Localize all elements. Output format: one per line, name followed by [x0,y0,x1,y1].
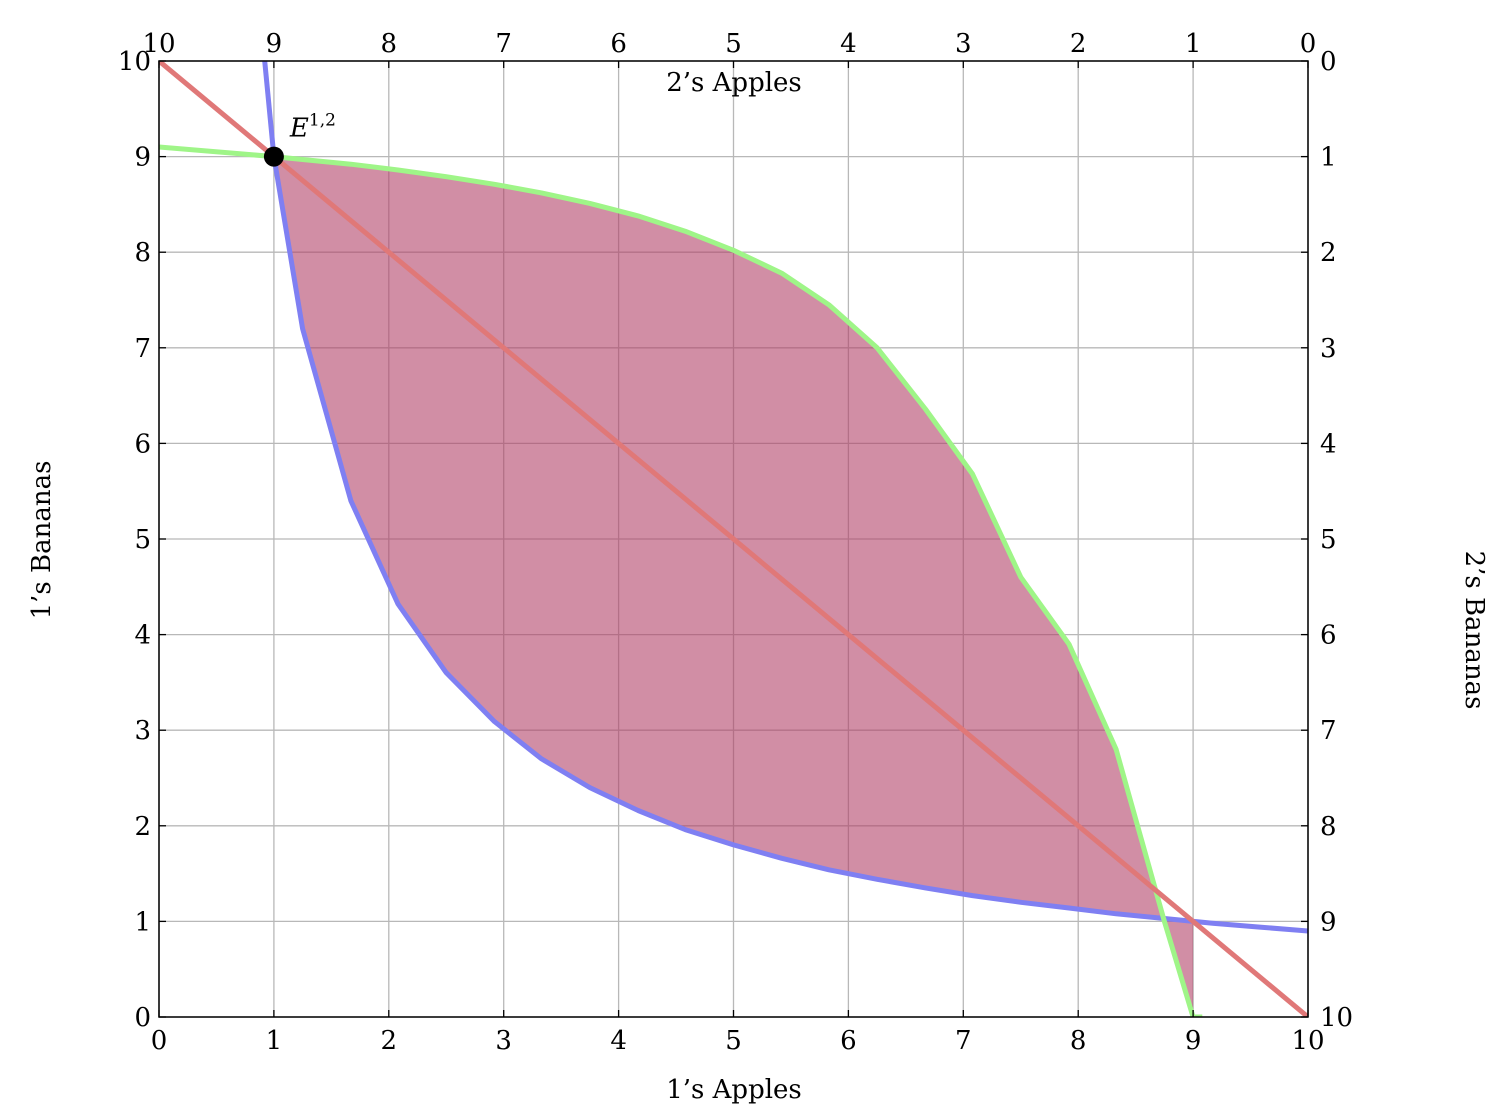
y-left-tick-label: 2 [134,812,151,842]
x-axis-label-bottom: 1’s Apples [666,1075,802,1105]
x-top-tick-label: 5 [725,29,742,59]
x-top-tick-label: 6 [610,29,627,59]
y-left-tick-label: 7 [134,334,151,364]
series-layer [159,61,1308,1017]
y-left-tick-label: 9 [134,143,151,173]
y-right-tick-label: 5 [1320,525,1337,555]
y-right-tick-label: 4 [1320,429,1337,459]
y-left-tick-label: 1 [134,907,151,937]
y-right-tick-label: 10 [1320,1003,1353,1033]
annotation-layer: E 1,2 [263,111,336,167]
y-axis-label-right: 2’s Bananas [1459,551,1489,710]
x-top-tick-label: 8 [381,29,398,59]
x-top-tick-label: 0 [1300,29,1317,59]
y-right-tick-label: 2 [1320,238,1337,268]
x-bottom-tick-label: 6 [840,1026,857,1056]
y-right-tick-label: 7 [1320,716,1337,746]
y-left-tick-label: 5 [134,525,151,555]
y-right-tick-label: 9 [1320,907,1337,937]
x-bottom-tick-label: 9 [1185,1026,1202,1056]
equilibrium-point-label: E [289,114,309,144]
y-right-tick-label: 8 [1320,812,1337,842]
equilibrium-point-superscript: 1,2 [309,111,336,131]
y-left-tick-label: 10 [118,47,151,77]
series-line-red [159,61,1308,1017]
x-bottom-tick-label: 8 [1070,1026,1087,1056]
x-top-tick-label: 4 [840,29,857,59]
x-axis-label-top: 2’s Apples [666,68,802,98]
shaded-region [273,156,1194,1018]
series-line-blue [262,61,1308,934]
x-bottom-tick-label: 4 [610,1026,627,1056]
x-bottom-tick-label: 5 [725,1026,742,1056]
y-left-tick-label: 3 [134,716,151,746]
x-top-tick-label: 1 [1185,29,1202,59]
y-left-tick-label: 6 [134,429,151,459]
x-bottom-tick-label: 10 [1291,1026,1324,1056]
y-left-tick-label: 8 [134,238,151,268]
x-bottom-tick-label: 3 [495,1026,512,1056]
x-bottom-tick-label: 0 [151,1026,168,1056]
y-right-tick-label: 3 [1320,334,1337,364]
series-line-green [159,144,1203,1017]
y-left-tick-label: 4 [134,621,151,651]
x-bottom-tick-label: 7 [955,1026,972,1056]
x-bottom-tick-label: 2 [381,1026,398,1056]
equilibrium-point-marker [263,146,284,167]
x-bottom-tick-label: 1 [266,1026,283,1056]
x-top-tick-label: 3 [955,29,972,59]
y-right-tick-label: 1 [1320,143,1337,173]
x-top-tick-label: 7 [495,29,512,59]
y-left-tick-label: 0 [134,1003,151,1033]
x-top-tick-label: 9 [266,29,283,59]
x-top-tick-label: 2 [1070,29,1087,59]
x-top-tick-label: 10 [142,29,175,59]
y-right-tick-label: 0 [1320,47,1337,77]
y-axis-label-left: 1’s Bananas [27,461,57,620]
y-right-tick-label: 6 [1320,621,1337,651]
